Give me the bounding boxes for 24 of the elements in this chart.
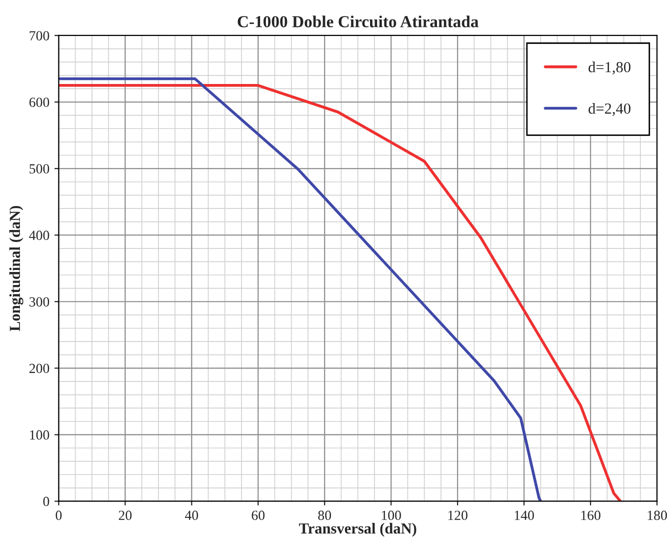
y-axis-title: Longitudinal (daN) [9, 206, 24, 332]
y-tick-label: 600 [29, 98, 50, 107]
x-tick-label: 40 [184, 510, 198, 520]
x-tick-label: 60 [252, 510, 265, 520]
y-tick-label: 0 [43, 496, 50, 506]
x-tick-label: 0 [56, 510, 62, 520]
x-tick-label: 160 [581, 510, 600, 520]
x-tick-label: 80 [318, 510, 332, 520]
y-tick-label: 200 [29, 364, 50, 374]
x-tick-label: 180 [648, 510, 667, 520]
x-tick-label: 140 [514, 510, 534, 520]
chart-title: C-1000 Doble Circuito Atirantada [238, 16, 479, 28]
legend-label: d=1,80 [588, 62, 630, 75]
y-tick-label: 700 [30, 31, 50, 40]
x-tick-label: 20 [118, 510, 132, 520]
x-tick-label: 120 [448, 510, 468, 520]
x-tick-label: 100 [382, 510, 401, 520]
legend-label: d=2,40 [588, 103, 630, 116]
y-tick-label: 400 [29, 230, 50, 240]
x-axis-title: Transversal (daN) [299, 522, 416, 537]
y-tick-label: 300 [30, 297, 50, 307]
line-series [58, 77, 542, 502]
y-tick-label: 500 [30, 164, 50, 174]
y-tick-label: 100 [30, 430, 50, 440]
